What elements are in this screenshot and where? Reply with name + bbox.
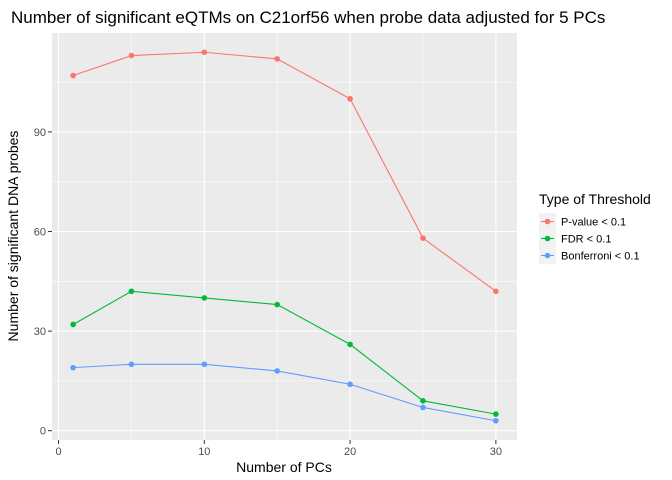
- data-point: [420, 404, 426, 411]
- x-tick-label: 30: [490, 446, 502, 458]
- data-point: [201, 49, 208, 56]
- y-tick-label: 90: [34, 127, 46, 139]
- data-point: [70, 321, 76, 328]
- data-point: [347, 95, 353, 102]
- data-point: [128, 361, 135, 368]
- data-point: [274, 368, 281, 374]
- x-axis: 0 10 20 30: [55, 440, 502, 458]
- data-point: [347, 341, 353, 348]
- data-point: [70, 72, 76, 79]
- legend-label: P-value < 0.1: [561, 217, 626, 229]
- x-axis-title: Number of PCs: [236, 459, 332, 475]
- y-axis-title: Number of significant DNA probes: [5, 131, 21, 342]
- legend-key-point: [544, 218, 551, 225]
- data-point: [274, 301, 281, 308]
- legend-label: Bonferroni < 0.1: [561, 251, 640, 263]
- y-tick-label: 0: [40, 426, 46, 438]
- legend-title: Type of Threshold: [539, 191, 651, 207]
- legend-label: FDR < 0.1: [561, 234, 611, 246]
- x-tick-label: 10: [198, 446, 210, 458]
- data-point: [493, 411, 499, 417]
- x-tick-label: 0: [55, 446, 61, 458]
- y-tick-label: 30: [34, 326, 46, 338]
- plot-panel: [52, 33, 517, 440]
- data-point: [70, 364, 76, 371]
- data-point: [347, 381, 353, 388]
- x-tick-label: 20: [344, 446, 356, 458]
- legend: Type of Threshold P-value < 0.1 FDR < 0.1…: [539, 191, 651, 264]
- data-point: [128, 52, 135, 59]
- data-point: [493, 417, 499, 424]
- legend-key-point: [544, 235, 551, 242]
- legend-key-point: [544, 252, 551, 259]
- data-point: [493, 288, 499, 295]
- data-point: [420, 398, 426, 404]
- data-point: [274, 56, 281, 62]
- series-layer: [70, 49, 499, 424]
- data-point: [201, 295, 208, 301]
- grid-major: [52, 33, 517, 440]
- data-point: [420, 235, 426, 241]
- chart-title: Number of significant eQTMs on C21orf56 …: [11, 8, 605, 27]
- y-axis: 0 30 60 90: [34, 127, 52, 438]
- data-point: [201, 361, 208, 368]
- data-point: [128, 288, 135, 295]
- y-tick-label: 60: [34, 227, 46, 239]
